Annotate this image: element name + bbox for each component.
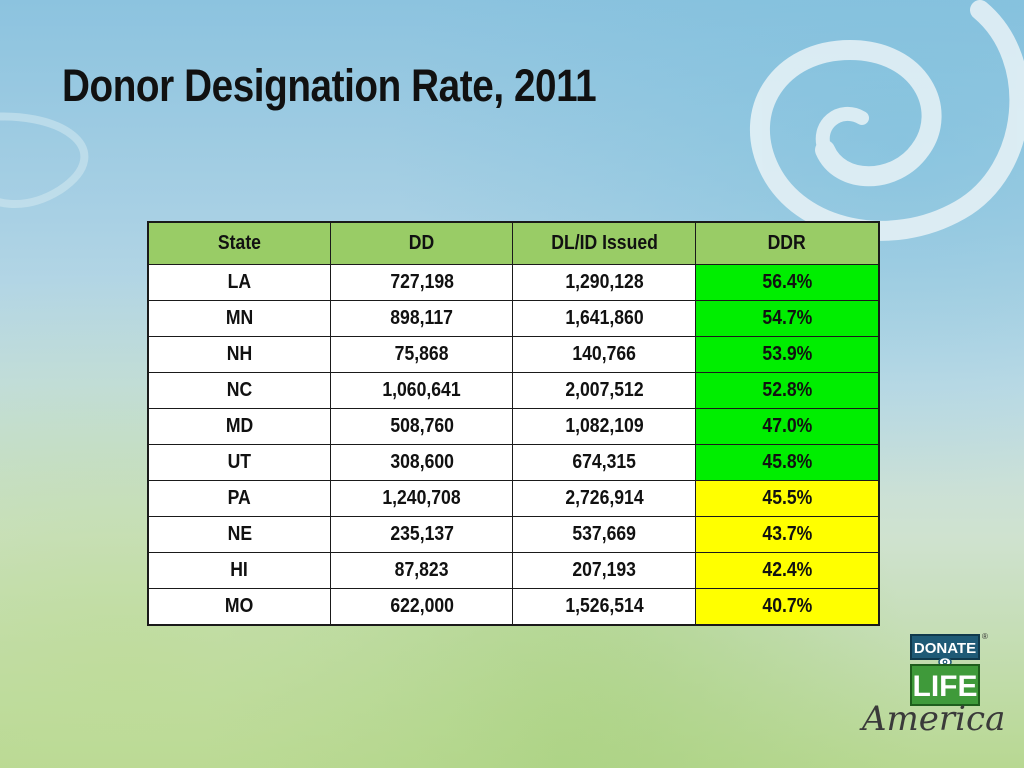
logo-badge: DONATE LIFE [910,634,980,706]
dl-id-issued-cell: 1,526,514 [512,588,697,626]
column-header-dd: DD [329,221,514,265]
dd-cell: 898,117 [329,300,514,337]
state-cell: HI [147,552,331,589]
dl-id-issued-cell: 140,766 [512,336,697,373]
logo-life-text: LIFE [910,664,980,706]
table-row: MD 508,760 1,082,109 47.0% [147,408,880,445]
table-row: LA 727,198 1,290,128 56.4% [147,264,880,301]
table-row: MN 898,117 1,641,860 54.7% [147,300,880,337]
state-cell: MD [147,408,331,445]
table-row: PA 1,240,708 2,726,914 45.5% [147,480,880,517]
slide-title: Donor Designation Rate, 2011 [62,60,597,111]
ddr-cell: 45.5% [695,480,880,517]
column-header-dl-id-issued: DL/ID Issued [512,221,697,265]
dd-cell: 235,137 [329,516,514,553]
ddr-cell: 43.7% [695,516,880,553]
dd-cell: 508,760 [329,408,514,445]
logo-donate-text: DONATE [910,634,980,660]
dd-cell: 622,000 [329,588,514,626]
state-cell: LA [147,264,331,301]
dl-id-issued-cell: 207,193 [512,552,697,589]
column-header-state: State [147,221,331,265]
ddr-cell: 56.4% [695,264,880,301]
state-cell: NE [147,516,331,553]
dl-id-issued-cell: 674,315 [512,444,697,481]
ddr-cell: 53.9% [695,336,880,373]
table-row: NE 235,137 537,669 43.7% [147,516,880,553]
table-row: MO 622,000 1,526,514 40.7% [147,588,880,626]
ddr-cell: 40.7% [695,588,880,626]
ddr-cell: 54.7% [695,300,880,337]
dd-cell: 308,600 [329,444,514,481]
table-row: NC 1,060,641 2,007,512 52.8% [147,372,880,409]
state-cell: UT [147,444,331,481]
logo-registered-mark: ® [982,632,988,641]
state-cell: MO [147,588,331,626]
donor-designation-table: State DD DL/ID Issued DDR LA 727,198 1,2… [147,221,880,626]
dd-cell: 75,868 [329,336,514,373]
table-row: HI 87,823 207,193 42.4% [147,552,880,589]
state-cell: MN [147,300,331,337]
svg-text:America: America [859,699,1005,739]
column-header-ddr: DDR [695,221,880,265]
dl-id-issued-cell: 1,082,109 [512,408,697,445]
ddr-cell: 42.4% [695,552,880,589]
dd-cell: 727,198 [329,264,514,301]
ddr-cell: 47.0% [695,408,880,445]
state-cell: NC [147,372,331,409]
ddr-cell: 52.8% [695,372,880,409]
table-row: UT 308,600 674,315 45.8% [147,444,880,481]
dd-cell: 1,240,708 [329,480,514,517]
dd-cell: 87,823 [329,552,514,589]
state-cell: PA [147,480,331,517]
dl-id-issued-cell: 1,290,128 [512,264,697,301]
dl-id-issued-cell: 2,726,914 [512,480,697,517]
state-cell: NH [147,336,331,373]
dl-id-issued-cell: 1,641,860 [512,300,697,337]
dd-cell: 1,060,641 [329,372,514,409]
table-header-row: State DD DL/ID Issued DDR [147,221,880,265]
dl-id-issued-cell: 2,007,512 [512,372,697,409]
donate-life-america-logo: DONATE LIFE ® America [858,632,1008,742]
logo-america-script: America [859,699,1005,739]
ddr-cell: 45.8% [695,444,880,481]
dl-id-issued-cell: 537,669 [512,516,697,553]
table-row: NH 75,868 140,766 53.9% [147,336,880,373]
